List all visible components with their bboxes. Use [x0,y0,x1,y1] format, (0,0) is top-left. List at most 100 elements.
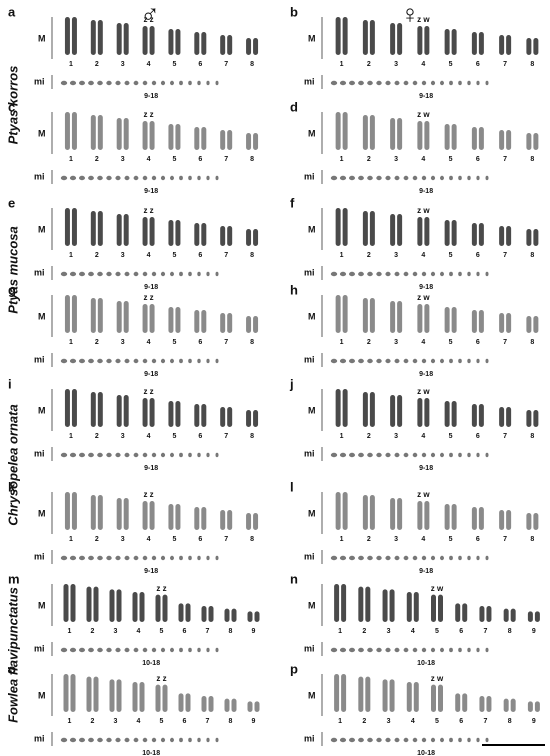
microchromosome [349,271,355,277]
microchromosome [124,175,130,181]
microchromosome [206,80,210,86]
micro-label: mi [34,551,45,561]
chromosome [123,214,129,246]
chromosome-number: 7 [224,156,228,163]
chromosome [362,20,368,55]
chromosome-number: 7 [503,252,507,259]
chromosome-number: 8 [530,433,534,440]
microchromosome [160,80,166,86]
microchromosome [170,555,174,561]
chromosome [220,226,226,246]
microchromosome [151,358,157,364]
microchromosome [179,271,183,277]
microchromosome [206,647,210,653]
chromosome [424,121,430,150]
chromosome [227,510,233,530]
chromosome [246,513,252,530]
chromosome-number: 5 [449,433,453,440]
chromosome [253,410,259,427]
chromosome [194,507,200,530]
chromosome [533,410,539,427]
chromosome [109,589,115,622]
micro-range: 9-18 [419,188,433,195]
chromosome [424,304,430,333]
chromosome [335,112,341,150]
chromosome [534,701,540,712]
chromosome-number: 2 [91,628,95,635]
chromosome-number: 8 [530,536,534,543]
chromosome [253,513,259,530]
panel-letter: o [8,661,16,676]
chromosome-number: 2 [362,718,366,725]
panel-letter: f [290,195,295,210]
microchromosome [133,175,139,181]
chromosome-number: 3 [121,433,125,440]
chromosome [451,504,457,530]
chromosome [417,121,423,150]
chromosome [194,223,200,246]
microchromosome [339,555,347,561]
chromosome [478,404,484,427]
microchromosome [376,555,382,561]
microchromosome [133,80,139,86]
microchromosome [458,452,462,458]
microchromosome [458,358,462,364]
chromosome-number: 3 [394,536,398,543]
chromosome [342,389,348,427]
microchromosome [88,271,94,277]
microchromosome [188,175,192,181]
chromosome [123,498,129,530]
chromosome [506,313,512,333]
chromosome [451,124,457,150]
chromosome-number: 5 [435,628,439,635]
micro-range: 10-18 [417,660,435,667]
chromosome [369,495,375,530]
chromosome [246,229,252,246]
chromosome [168,504,174,530]
microchromosome [440,737,444,743]
chromosome-number: 2 [95,156,99,163]
microchromosome [485,555,489,561]
microchromosome [394,647,400,653]
chromosome [397,395,403,427]
chromosome-number: 2 [367,339,371,346]
microchromosome [160,175,166,181]
microchromosome [485,452,489,458]
chromosome [139,682,145,712]
micro-label: mi [34,733,45,743]
microchromosome [88,175,94,181]
microchromosome [449,80,453,86]
microchromosome [403,452,409,458]
chromosome [486,606,492,622]
microchromosome [97,555,103,561]
chromosome [438,594,443,622]
microchromosome [106,737,112,743]
chromosome [335,208,341,246]
chromosome [142,217,148,246]
chromosome [499,407,505,427]
microchromosome [188,271,192,277]
micro-label: mi [34,448,45,458]
chromosome-number: 6 [183,628,187,635]
microchromosome [385,358,391,364]
chromosome [358,586,364,622]
micro-range: 10-18 [417,750,435,756]
chromosome-number: 1 [69,252,73,259]
chromosome-number: 3 [394,156,398,163]
macro-label: M [38,405,46,415]
chromosome-number: 4 [411,718,415,725]
chromosome-number: 8 [250,156,254,163]
chromosome [194,310,200,333]
microchromosome [339,737,347,743]
chromosome [194,32,200,55]
microchromosome [467,358,471,364]
microchromosome [115,358,121,364]
microchromosome [339,80,347,86]
microchromosome [179,452,183,458]
macro-label: M [308,690,316,700]
chromosome [451,401,457,427]
microchromosome [349,647,355,653]
chromosome [471,507,477,530]
chromosome-number: 5 [160,628,164,635]
chromosome-number: 2 [95,252,99,259]
